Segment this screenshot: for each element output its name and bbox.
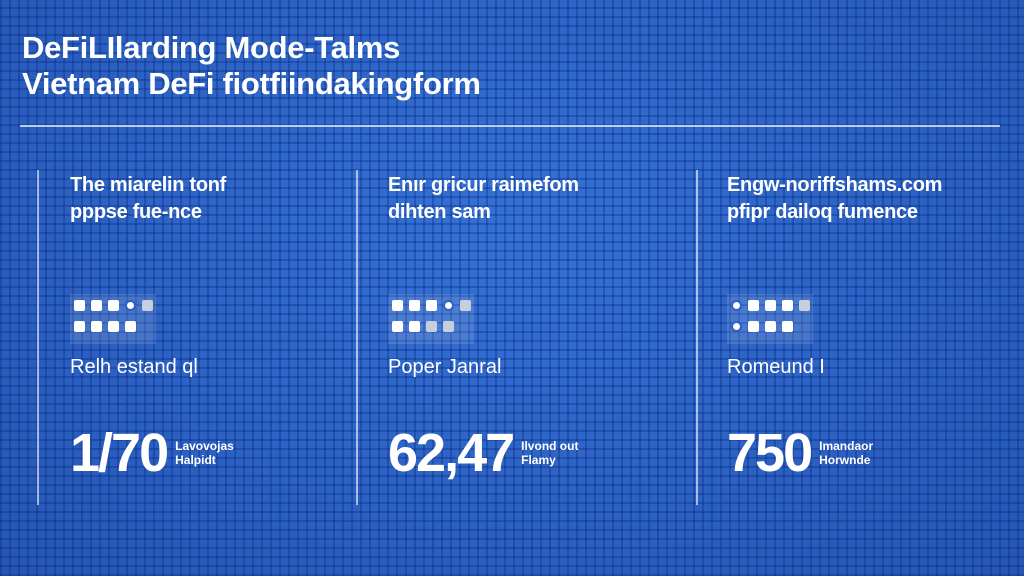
stat-label-line: Flamy [521, 453, 556, 467]
app-icon [74, 321, 85, 332]
app-icon [748, 300, 759, 311]
app-icon [782, 300, 793, 311]
stat-value: 750 [727, 423, 813, 483]
circle-icon [443, 300, 454, 311]
stat-label-line: Horwnde [819, 453, 871, 467]
column-subtitle: Relh estand ql [70, 356, 198, 378]
app-icon [392, 300, 403, 311]
heading-line: The miarelin tonf [70, 174, 227, 196]
circle-icon [731, 321, 742, 332]
stat-label-line: Imandaor [819, 439, 874, 453]
stat-label: Imandaor Horwnde [819, 439, 873, 467]
stat-label-line: Ilvond out [521, 439, 579, 453]
column-subtitle: Poper Janral [388, 356, 502, 378]
column-3: Engw-noriffshams.com pfipr dailoq fumenc… [727, 172, 1024, 483]
column-2: Enır gricur raimefom dihten sam Poper Ja… [388, 172, 688, 483]
app-icon [125, 321, 136, 332]
column-heading: The miarelin tonf pppse fue-nce [70, 172, 370, 226]
app-icon [460, 300, 471, 311]
stat-label-line: Halpidt [175, 453, 216, 467]
icon-grid [70, 294, 156, 344]
title-line-1: DeFiLIlarding Mode-Talms [22, 30, 401, 65]
stat-label: Lavovojas Halpidt [175, 439, 234, 467]
app-icon [108, 321, 119, 332]
app-icon [765, 321, 776, 332]
page-title: DeFiLIlarding Mode-Talms Vietnam DeFi fi… [22, 30, 481, 102]
column-1: The miarelin tonf pppse fue-nce Relh est… [70, 172, 370, 483]
app-icon [748, 321, 759, 332]
stat-label: Ilvond out Flamy [521, 439, 578, 467]
stat: 62,47 Ilvond out Flamy [388, 422, 578, 484]
column-divider [37, 170, 39, 505]
heading-line: pfipr dailoq fumence [727, 201, 918, 223]
app-icon [392, 321, 403, 332]
heading-line: Engw-noriffshams.com [727, 174, 943, 196]
divider [20, 125, 1000, 127]
title-line-2: Vietnam DeFi fiotfiindakingform [22, 66, 481, 101]
stat-label-line: Lavovojas [175, 439, 234, 453]
column-heading: Enır gricur raimefom dihten sam [388, 172, 688, 226]
app-icon [799, 300, 810, 311]
app-icon [782, 321, 793, 332]
app-icon [142, 300, 153, 311]
stat-value: 62,47 [388, 423, 515, 483]
column-heading: Engw-noriffshams.com pfipr dailoq fumenc… [727, 172, 1024, 226]
stat: 1/70 Lavovojas Halpidt [70, 422, 234, 484]
column-divider [356, 170, 358, 505]
stat-value: 1/70 [70, 423, 169, 483]
heading-line: Enır gricur raimefom [388, 174, 579, 196]
icon-grid [727, 294, 813, 344]
column-divider [696, 170, 698, 505]
stat: 750 Imandaor Horwnde [727, 422, 873, 484]
app-icon [409, 300, 420, 311]
circle-icon [125, 300, 136, 311]
app-icon [91, 321, 102, 332]
app-icon [108, 300, 119, 311]
icon-grid [388, 294, 474, 344]
heading-line: dihten sam [388, 201, 491, 223]
app-icon [426, 321, 437, 332]
app-icon [91, 300, 102, 311]
app-icon [409, 321, 420, 332]
app-icon [765, 300, 776, 311]
app-icon [74, 300, 85, 311]
app-icon [443, 321, 454, 332]
column-subtitle: Romeund I [727, 356, 825, 378]
heading-line: pppse fue-nce [70, 201, 202, 223]
app-icon [426, 300, 437, 311]
circle-icon [731, 300, 742, 311]
